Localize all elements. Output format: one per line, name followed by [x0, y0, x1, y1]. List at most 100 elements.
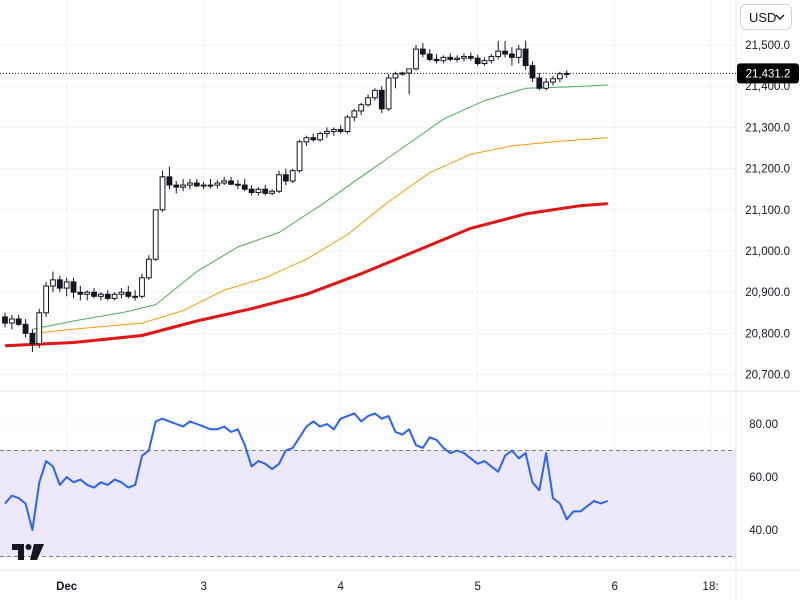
price-tick-label: 21,100.0 [745, 205, 790, 217]
candle-body-up [440, 56, 447, 62]
candle-body-up [385, 77, 392, 110]
candle-body-down [104, 293, 111, 299]
candle [262, 185, 269, 196]
candle [180, 178, 186, 192]
candle [43, 281, 50, 317]
candle [221, 176, 228, 186]
price-tick-label: 20,900.0 [745, 287, 790, 299]
candle-body-up [187, 182, 193, 186]
chevron-down-icon [775, 14, 785, 20]
candle [378, 86, 385, 113]
candle-body-up [43, 285, 50, 314]
candle-body-up [454, 57, 461, 60]
candle-body-down [248, 188, 255, 193]
candle-body-up [214, 182, 221, 186]
candle-body-up [372, 89, 378, 99]
candle-body-up [324, 131, 330, 135]
time-tick-label: 5 [474, 581, 480, 593]
candle-body-up [543, 81, 550, 89]
candle [56, 275, 63, 293]
price-tick-label: 20,700.0 [745, 370, 790, 382]
candle-body-up [550, 78, 556, 83]
candle-body-up [276, 174, 282, 192]
candle [200, 181, 207, 190]
candle-body-down [262, 188, 269, 194]
candle-body-down [310, 137, 317, 141]
candle [543, 77, 550, 91]
candle [509, 47, 515, 66]
candle [419, 42, 426, 58]
candle-body-up [556, 73, 563, 80]
rsi-line [4, 412, 609, 531]
candle-body-down [536, 77, 543, 89]
candle-body-up [358, 104, 365, 112]
time-tick-label: 6 [611, 581, 617, 593]
tradingview-logo-icon [12, 544, 44, 560]
candle-body-up [8, 318, 15, 324]
candle [248, 185, 255, 196]
candle [365, 94, 371, 107]
price-tick-label: 21,500.0 [745, 40, 790, 52]
candle-body-down [509, 53, 515, 58]
candle-body-up [392, 73, 399, 79]
candle [324, 127, 330, 138]
currency-value: USD [749, 9, 777, 25]
candle [310, 133, 317, 142]
candle-body-down [193, 182, 200, 187]
candle [187, 178, 193, 190]
candle [337, 125, 344, 134]
candle-body-up [132, 295, 139, 298]
last-price-label: 21,431.2 [746, 68, 791, 80]
candle [303, 135, 310, 146]
candle [282, 168, 289, 186]
candle [454, 55, 461, 63]
candle-body-up [515, 48, 522, 58]
candle-body-down [529, 65, 536, 79]
candle [207, 178, 214, 189]
rsi-pane [4, 412, 609, 531]
candle-body-down [2, 316, 8, 324]
candle [440, 55, 447, 64]
candle [111, 292, 118, 301]
candle-body-down [125, 291, 132, 297]
candle-body-down [378, 89, 385, 110]
candle [536, 73, 543, 91]
candle-body-up [461, 56, 467, 59]
candle [515, 45, 522, 64]
time-tick-label: 4 [337, 581, 344, 593]
candle-body-up [36, 312, 43, 345]
candle-body-up [481, 60, 488, 65]
candle [522, 40, 529, 70]
candle-body-down [56, 279, 63, 289]
candle-body-down [467, 56, 474, 59]
rsi-band-fill [0, 450, 736, 557]
candle [15, 314, 22, 326]
time-tick-label: 3 [200, 581, 206, 593]
candle-body-down [166, 176, 173, 186]
price-tick-label: 21,400.0 [745, 81, 790, 93]
currency-selector[interactable]: USD [740, 4, 792, 30]
candle [139, 273, 145, 299]
rsi-tick-label: 40.00 [749, 525, 778, 537]
moving-averages [4, 84, 608, 348]
candle [145, 255, 152, 280]
candle [104, 290, 111, 301]
candle [289, 168, 296, 184]
candle-body-up [255, 188, 262, 193]
candle [372, 88, 378, 101]
candle-body-up [145, 258, 152, 279]
candle [255, 187, 262, 196]
candle [392, 71, 399, 89]
candle [358, 102, 365, 116]
price-tick-label: 21,000.0 [745, 246, 790, 258]
candle-body-down [502, 50, 508, 55]
rsi-tick-label: 80.00 [749, 419, 778, 431]
candle [502, 40, 508, 58]
candle-body-down [474, 57, 481, 65]
candle-body-up [296, 141, 303, 172]
candle-body-down [447, 56, 454, 60]
candle [84, 290, 91, 301]
